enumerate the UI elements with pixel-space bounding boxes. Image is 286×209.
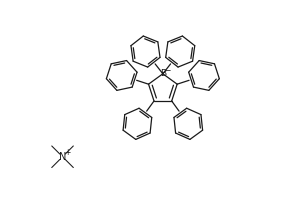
Text: −: − [164,66,171,75]
Text: B: B [160,69,166,78]
Text: N: N [59,152,66,162]
Text: +: + [64,148,70,157]
